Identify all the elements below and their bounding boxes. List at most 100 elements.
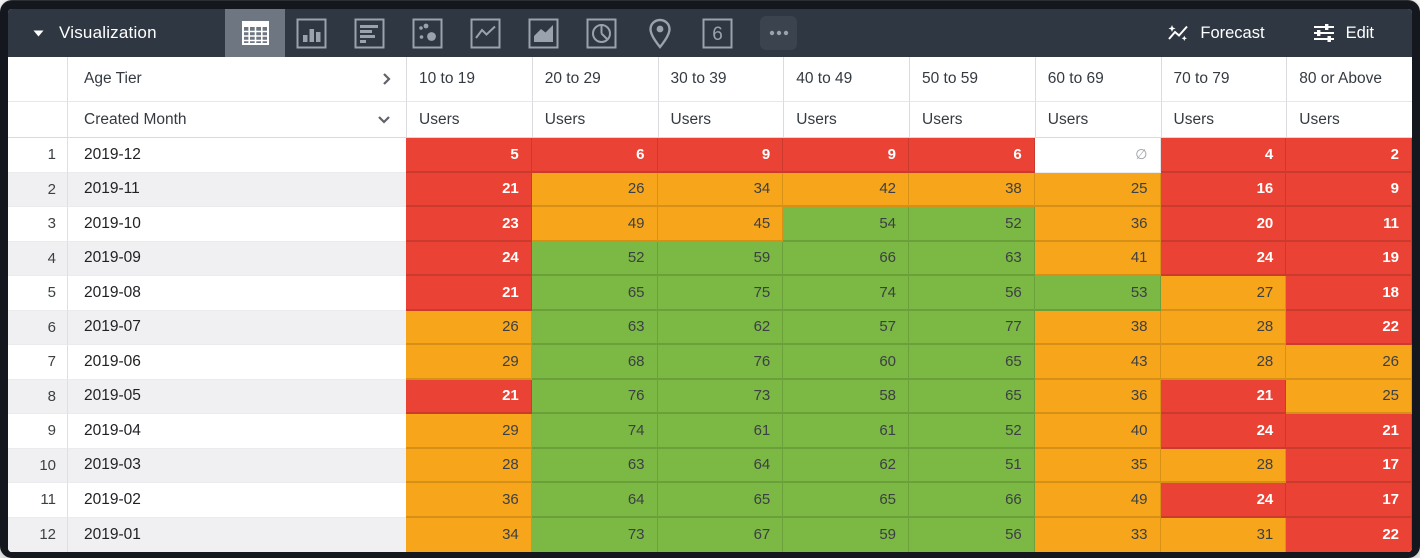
data-cell[interactable]: 65	[783, 483, 909, 518]
data-cell[interactable]: 67	[657, 517, 784, 552]
month-cell[interactable]: 2019-05	[68, 379, 406, 414]
viz-type-pie-chart[interactable]	[586, 18, 617, 49]
data-cell[interactable]: 5	[406, 138, 532, 173]
data-cell[interactable]: 61	[783, 414, 909, 449]
data-cell[interactable]: 28	[1160, 345, 1287, 380]
data-cell[interactable]: 26	[406, 310, 532, 345]
viz-type-table[interactable]	[225, 9, 285, 57]
data-cell[interactable]: 38	[909, 172, 1035, 207]
data-cell[interactable]: 21	[1286, 414, 1412, 449]
data-cell[interactable]: 73	[531, 517, 658, 552]
data-cell[interactable]: 66	[909, 483, 1035, 518]
data-cell[interactable]: 64	[531, 483, 658, 518]
month-cell[interactable]: 2019-07	[68, 310, 406, 345]
data-cell[interactable]: 65	[531, 276, 658, 311]
data-cell[interactable]: 56	[909, 276, 1035, 311]
data-cell[interactable]: 31	[1160, 517, 1287, 552]
data-cell[interactable]: 74	[531, 414, 658, 449]
data-cell[interactable]: 43	[1034, 345, 1161, 380]
data-cell[interactable]: 62	[657, 310, 784, 345]
column-header[interactable]: 50 to 59	[909, 57, 1035, 102]
data-cell[interactable]: 51	[909, 448, 1035, 483]
viz-type-single-value[interactable]: 6	[702, 18, 733, 49]
data-cell[interactable]: 66	[783, 241, 909, 276]
data-cell[interactable]: 9	[1286, 172, 1412, 207]
data-cell[interactable]: 2	[1286, 138, 1412, 173]
data-cell[interactable]: 24	[406, 241, 532, 276]
data-cell[interactable]: 38	[1034, 310, 1161, 345]
data-cell[interactable]: 26	[531, 172, 658, 207]
data-cell[interactable]: 18	[1286, 276, 1412, 311]
measure-header[interactable]: Users	[909, 102, 1035, 138]
data-cell[interactable]: 25	[1286, 379, 1412, 414]
data-cell[interactable]: 9	[657, 138, 784, 173]
data-cell[interactable]: 65	[657, 483, 784, 518]
month-cell[interactable]: 2019-04	[68, 414, 406, 449]
data-cell[interactable]: 49	[531, 207, 658, 242]
data-cell[interactable]: 52	[909, 414, 1035, 449]
data-cell[interactable]: 21	[1160, 379, 1287, 414]
data-cell[interactable]: 57	[783, 310, 909, 345]
edit-button[interactable]: Edit	[1312, 22, 1374, 44]
data-cell[interactable]: 28	[406, 448, 532, 483]
column-header[interactable]: 80 or Above	[1286, 57, 1412, 102]
data-cell[interactable]: 16	[1160, 172, 1287, 207]
data-cell[interactable]: 24	[1160, 241, 1287, 276]
data-cell[interactable]: 17	[1286, 448, 1412, 483]
data-cell[interactable]: 11	[1286, 207, 1412, 242]
data-cell[interactable]: 6	[909, 138, 1035, 173]
data-cell[interactable]: 76	[531, 379, 658, 414]
data-cell[interactable]: 63	[531, 448, 658, 483]
measure-header[interactable]: Users	[406, 102, 532, 138]
data-cell[interactable]: 61	[657, 414, 784, 449]
data-cell[interactable]: 68	[531, 345, 658, 380]
data-cell[interactable]: 63	[531, 310, 658, 345]
data-cell[interactable]: 29	[406, 414, 532, 449]
column-header[interactable]: 70 to 79	[1160, 57, 1287, 102]
data-cell[interactable]: 29	[406, 345, 532, 380]
measure-header[interactable]: Users	[783, 102, 909, 138]
column-header[interactable]: 10 to 19	[406, 57, 532, 102]
data-cell[interactable]: 59	[783, 517, 909, 552]
data-cell[interactable]: 33	[1034, 517, 1161, 552]
month-cell[interactable]: 2019-06	[68, 345, 406, 380]
column-header[interactable]: 30 to 39	[657, 57, 784, 102]
data-cell[interactable]: 56	[909, 517, 1035, 552]
data-cell[interactable]: 77	[909, 310, 1035, 345]
measure-header[interactable]: Users	[1160, 102, 1287, 138]
month-cell[interactable]: 2019-10	[68, 207, 406, 242]
data-cell[interactable]: 28	[1160, 310, 1287, 345]
visualization-panel-toggle[interactable]: Visualization	[8, 9, 225, 57]
data-cell[interactable]: 24	[1160, 483, 1287, 518]
viz-type-more-options[interactable]	[760, 16, 797, 50]
data-cell[interactable]: 45	[657, 207, 784, 242]
measure-header[interactable]: Users	[1034, 102, 1161, 138]
month-cell[interactable]: 2019-12	[68, 138, 406, 173]
measure-header[interactable]: Users	[531, 102, 658, 138]
viz-type-bar-chart[interactable]	[354, 18, 385, 49]
data-cell[interactable]: 26	[1286, 345, 1412, 380]
month-cell[interactable]: 2019-01	[68, 517, 406, 552]
data-cell[interactable]: 22	[1286, 517, 1412, 552]
data-cell[interactable]: 21	[406, 276, 532, 311]
data-cell[interactable]: 53	[1034, 276, 1161, 311]
data-cell[interactable]: 73	[657, 379, 784, 414]
data-cell[interactable]: 65	[909, 379, 1035, 414]
data-cell[interactable]: 27	[1160, 276, 1287, 311]
month-cell[interactable]: 2019-02	[68, 483, 406, 518]
data-cell[interactable]: 74	[783, 276, 909, 311]
data-cell[interactable]: 24	[1160, 414, 1287, 449]
viz-type-area-chart[interactable]	[528, 18, 559, 49]
data-cell[interactable]: 41	[1034, 241, 1161, 276]
month-cell[interactable]: 2019-08	[68, 276, 406, 311]
pivot-field-header[interactable]: Age Tier	[68, 57, 406, 102]
data-cell[interactable]: 21	[406, 379, 532, 414]
data-cell[interactable]: 59	[657, 241, 784, 276]
month-cell[interactable]: 2019-11	[68, 172, 406, 207]
viz-type-map[interactable]	[644, 18, 675, 49]
viz-type-column-chart[interactable]	[296, 18, 327, 49]
month-cell[interactable]: 2019-09	[68, 241, 406, 276]
measure-header[interactable]: Users	[657, 102, 784, 138]
data-cell[interactable]: 62	[783, 448, 909, 483]
data-cell[interactable]: 49	[1034, 483, 1161, 518]
